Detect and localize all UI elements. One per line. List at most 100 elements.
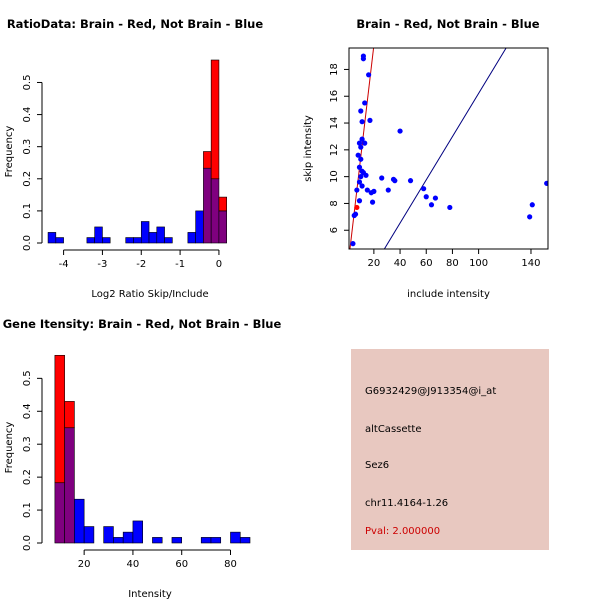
ratio-y-tick-label: 0.0	[22, 235, 33, 251]
ratio-bar-not-brain	[133, 237, 142, 244]
ratio-x-tick-label: 0	[216, 259, 222, 270]
gene-bar-not-brain	[239, 537, 251, 544]
not-brain-point	[356, 198, 363, 204]
ratio-bar-not-brain	[125, 237, 134, 244]
gene-bar-not-brain	[83, 526, 95, 544]
ratio-x-tick-label: -1	[175, 259, 185, 270]
ratio-bar-brain	[218, 196, 227, 212]
ratio-bar-not-brain	[195, 210, 204, 244]
gene-bar-overlap	[54, 482, 65, 544]
not-brain-point	[356, 164, 363, 170]
gene-y-tick-label: 0.0	[22, 535, 33, 551]
not-brain-point	[366, 72, 372, 78]
not-brain-point	[350, 241, 356, 247]
gene-bar-brain	[64, 401, 75, 429]
not-brain-fit-line	[383, 48, 507, 249]
ratio-y-tick-label: 0.4	[22, 107, 33, 123]
ratio-y-tick-label: 0.3	[22, 139, 33, 155]
not-brain-point	[360, 56, 367, 62]
gene-bar-not-brain	[230, 531, 241, 544]
not-brain-point	[358, 156, 364, 162]
not-brain-point	[355, 152, 361, 158]
not-brain-point	[529, 202, 535, 208]
scatter-x-tick-label: 20	[368, 258, 381, 269]
ratio-bar-overlap	[203, 167, 212, 244]
not-brain-point	[379, 175, 385, 181]
not-brain-point	[356, 179, 363, 185]
not-brain-point	[432, 195, 439, 201]
ratio-bar-not-brain	[156, 226, 165, 244]
gene-chart-title: Gene Itensity: Brain - Red, Not Brain - …	[3, 317, 282, 331]
probe-id-text: G6932429@J913354@i_at	[365, 386, 497, 397]
gene-bar-not-brain	[200, 537, 212, 544]
scatter-y-tick-label: 18	[329, 63, 340, 76]
gene-bar-overlap	[64, 427, 75, 544]
not-brain-point	[428, 202, 435, 208]
not-brain-point	[364, 187, 370, 193]
scatter-x-axis-label: include intensity	[407, 289, 490, 300]
not-brain-point	[371, 188, 377, 194]
ratio-bar-not-brain	[187, 232, 196, 244]
gene-y-axis-label: Frequency	[4, 422, 15, 474]
gene-y-tick-label: 0.5	[22, 370, 33, 386]
not-brain-point	[362, 100, 368, 106]
not-brain-point	[447, 204, 453, 211]
ratio-bar-not-brain	[86, 237, 95, 244]
ratio-bar-not-brain	[102, 237, 111, 244]
scatter-y-tick-label: 16	[329, 90, 340, 103]
not-brain-point	[423, 194, 429, 200]
gene-x-axis-label: Intensity	[128, 589, 172, 600]
ratio-chart-title: RatioData: Brain - Red, Not Brain - Blue	[7, 17, 264, 31]
not-brain-point	[363, 172, 369, 178]
not-brain-point	[397, 128, 403, 134]
ratio-bar-not-brain	[55, 237, 64, 244]
not-brain-point	[359, 183, 365, 189]
brain-fit-line	[349, 48, 375, 249]
scatter-x-tick-label: 140	[521, 258, 540, 269]
brain-point	[354, 204, 360, 211]
gene-y-tick-label: 0.4	[22, 403, 33, 419]
gene-x-tick-label: 60	[175, 559, 188, 570]
gene-y-tick-label: 0.2	[22, 469, 33, 485]
ratio-bar-not-brain	[148, 232, 158, 244]
ratio-bar-not-brain	[47, 232, 57, 244]
info-panel: G6932429@J913354@i_at altCassette Sez6 c…	[351, 349, 549, 550]
scatter-chart-title: Brain - Red, Not Brain - Blue	[356, 17, 539, 31]
not-brain-point	[352, 211, 359, 217]
gene-bar-not-brain	[132, 520, 143, 544]
not-brain-point	[359, 136, 365, 142]
scatter-x-tick-label: 40	[394, 258, 407, 269]
not-brain-point	[392, 178, 398, 184]
scatter-y-tick-label: 6	[329, 227, 340, 233]
ratio-x-axis-label: Log2 Ratio Skip/Include	[91, 289, 208, 300]
gene-bar-not-brain	[171, 537, 183, 544]
not-brain-point	[358, 144, 364, 150]
ratio-bar-not-brain	[140, 221, 150, 244]
ratio-x-tick-label: -4	[59, 259, 69, 270]
scatter-x-tick-label: 60	[420, 258, 433, 269]
scatter-x-tick-label: 100	[469, 258, 488, 269]
not-brain-point	[367, 117, 373, 123]
ratio-y-tick-label: 0.1	[22, 203, 33, 219]
not-brain-point	[385, 187, 391, 193]
gene-y-tick-label: 0.1	[22, 502, 33, 518]
gene-bar-not-brain	[113, 537, 124, 544]
not-brain-point	[369, 199, 376, 205]
gene-bar-not-brain	[152, 537, 163, 544]
scatter-y-tick-label: 12	[329, 143, 340, 156]
ratio-bar-overlap	[210, 178, 220, 244]
ratio-x-tick-label: -2	[136, 259, 146, 270]
not-brain-point	[356, 140, 363, 146]
gene-bar-brain	[54, 354, 65, 484]
scatter-y-tick-label: 8	[329, 200, 340, 206]
gene-bar-not-brain	[210, 537, 222, 544]
not-brain-point	[354, 187, 360, 193]
scatter-y-axis-label: skip intensity	[303, 115, 314, 182]
not-brain-point	[421, 186, 427, 192]
gene-bar-not-brain	[74, 498, 85, 544]
not-brain-point	[527, 214, 533, 220]
gene-x-tick-label: 20	[78, 559, 91, 570]
ratio-bar-brain	[210, 59, 220, 180]
ratio-y-tick-label: 0.2	[22, 171, 33, 187]
